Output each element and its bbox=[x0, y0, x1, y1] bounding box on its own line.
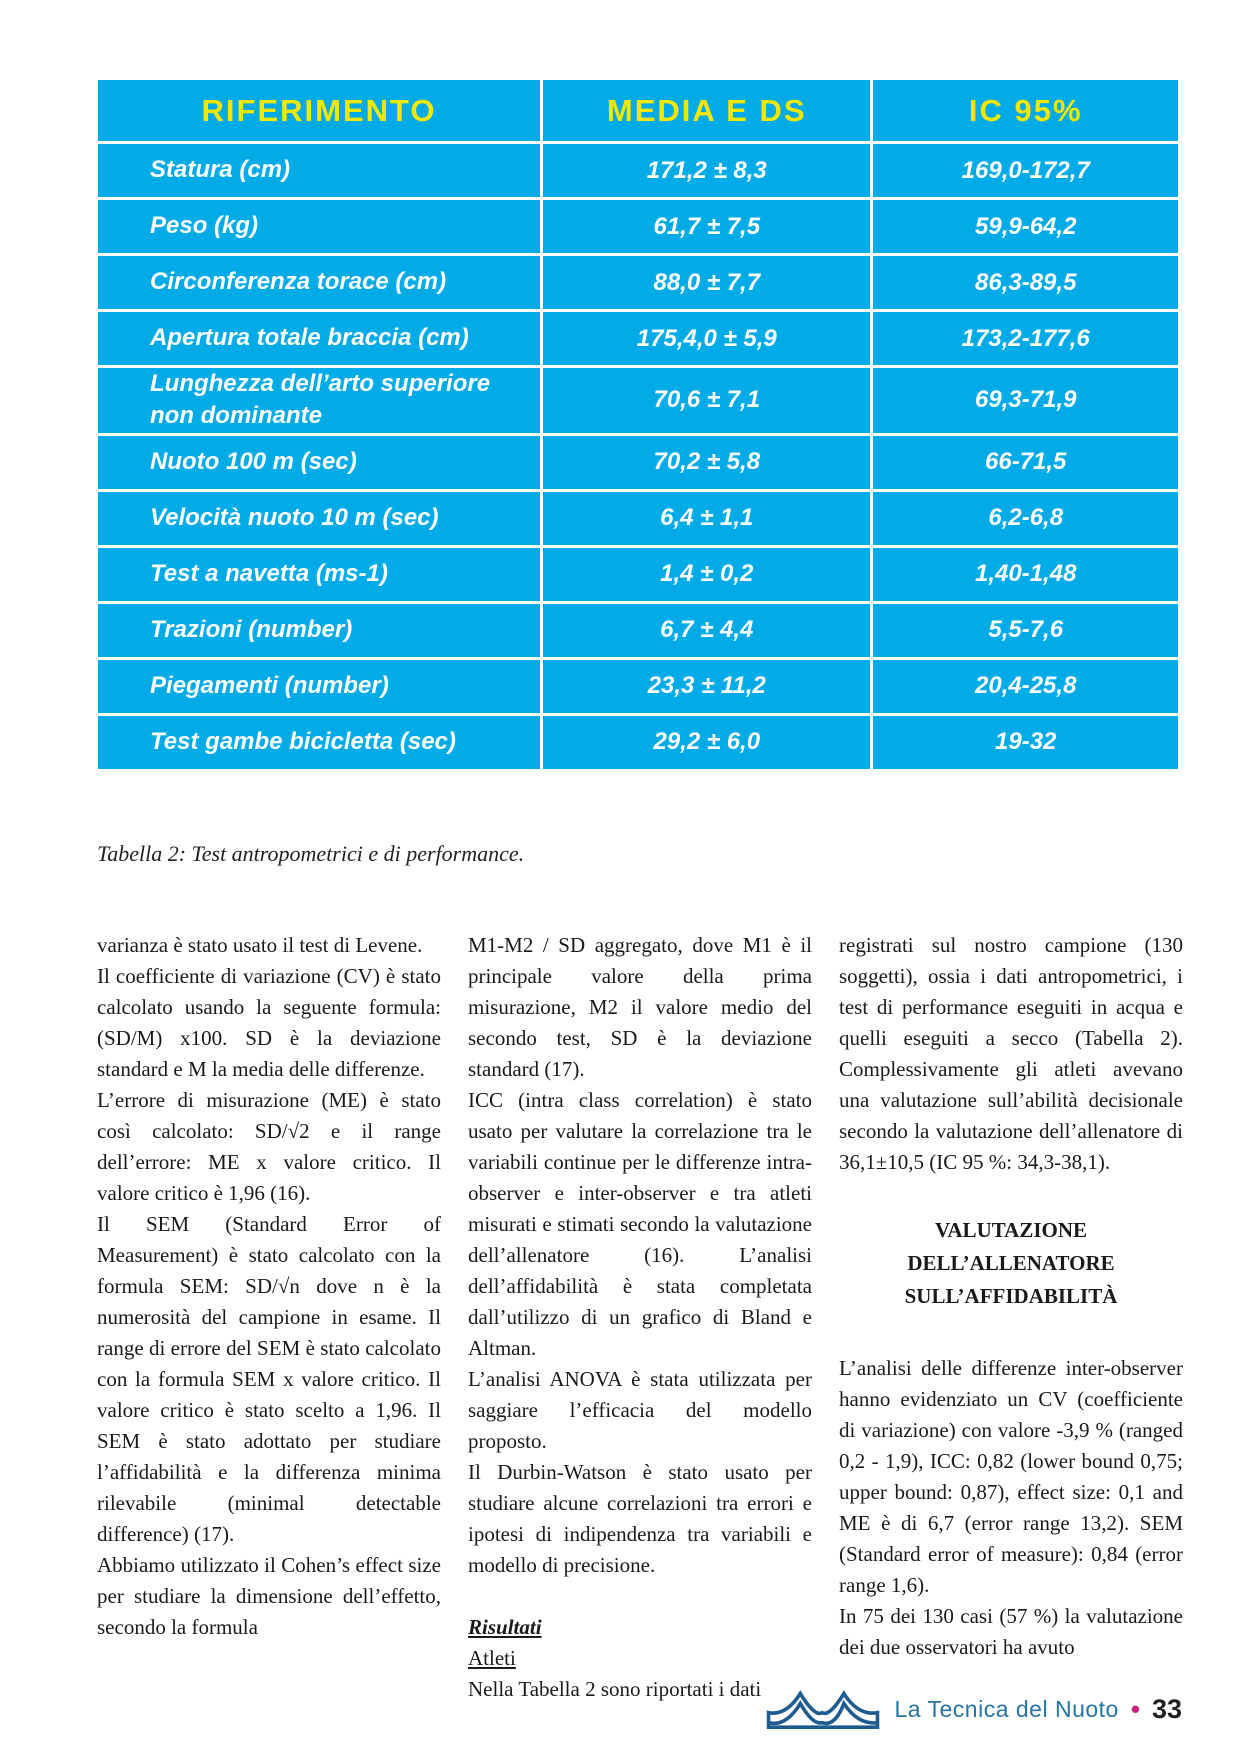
row-label: Statura (cm) bbox=[94, 141, 544, 200]
row-label: Trazioni (number) bbox=[94, 600, 544, 660]
table-row: Test gambe bicicletta (sec) 29,2 ± 6,0 1… bbox=[94, 712, 1181, 772]
column-header-riferimento: RIFERIMENTO bbox=[94, 77, 544, 144]
paragraph: L’analisi delle differenze inter-observe… bbox=[839, 1356, 1183, 1597]
column-header-media-e-ds: MEDIA E DS bbox=[540, 77, 874, 144]
row-media: 175,4,0 ± 5,9 bbox=[540, 309, 874, 368]
row-label: Circonferenza torace (cm) bbox=[94, 253, 544, 312]
paragraph: varianza è stato usato il test di Levene… bbox=[97, 933, 423, 957]
footer-brand-text: La Tecnica del Nuoto bbox=[894, 1695, 1119, 1722]
row-ic: 169,0-172,7 bbox=[870, 141, 1181, 200]
paragraph: Il SEM (Standard Error of Measurement) è… bbox=[97, 1212, 441, 1546]
row-label: Apertura totale braccia (cm) bbox=[94, 309, 544, 368]
paragraph: ICC (intra class correlation) è stato us… bbox=[468, 1088, 812, 1360]
section-heading-valutazione: VALUTAZIONE DELL’ALLENATORE SULL’AFFIDAB… bbox=[904, 1218, 1118, 1308]
table-row: Nuoto 100 m (sec) 70,2 ± 5,8 66-71,5 bbox=[94, 432, 1181, 492]
page-footer: La Tecnica del Nuoto • 33 bbox=[764, 1684, 1182, 1734]
paragraph: registrati sul nostro campione (130 sogg… bbox=[839, 933, 1183, 1174]
wave-logo-icon bbox=[767, 1690, 880, 1729]
subsection-heading-atleti: Atleti bbox=[468, 1646, 516, 1670]
anthropometric-table: RIFERIMENTO MEDIA E DS IC 95% Statura (c… bbox=[94, 77, 1181, 772]
paragraph: Il coefficiente di variazione (CV) è sta… bbox=[97, 964, 441, 1081]
row-media: 88,0 ± 7,7 bbox=[540, 253, 874, 312]
row-ic: 59,9-64,2 bbox=[870, 197, 1181, 256]
table-row: Piegamenti (number) 23,3 ± 11,2 20,4-25,… bbox=[94, 656, 1181, 716]
table-row: Trazioni (number) 6,7 ± 4,4 5,5-7,6 bbox=[94, 600, 1181, 660]
row-media: 1,4 ± 0,2 bbox=[540, 544, 874, 604]
row-ic: 6,2-6,8 bbox=[870, 488, 1181, 548]
row-media: 70,2 ± 5,8 bbox=[540, 432, 874, 492]
row-ic: 19-32 bbox=[870, 712, 1181, 772]
row-label: Velocità nuoto 10 m (sec) bbox=[94, 488, 544, 548]
page-number: 33 bbox=[1151, 1693, 1182, 1724]
table-row: Test a navetta (ms-1) 1,4 ± 0,2 1,40-1,4… bbox=[94, 544, 1181, 604]
table: RIFERIMENTO MEDIA E DS IC 95% Statura (c… bbox=[94, 77, 1181, 772]
row-media: 61,7 ± 7,5 bbox=[540, 197, 874, 256]
section-heading-risultati: Risultati bbox=[468, 1615, 542, 1639]
row-media: 6,4 ± 1,1 bbox=[540, 488, 874, 548]
row-ic: 173,2-177,6 bbox=[870, 309, 1181, 368]
paragraph: Abbiamo utilizzato il Cohen’s effect siz… bbox=[97, 1553, 441, 1639]
table-row: Apertura totale braccia (cm) 175,4,0 ± 5… bbox=[94, 309, 1181, 368]
row-media: 171,2 ± 8,3 bbox=[540, 141, 874, 200]
row-ic: 20,4-25,8 bbox=[870, 656, 1181, 716]
table-caption: Tabella 2: Test antropometrici e di perf… bbox=[97, 841, 525, 866]
row-label: Test gambe bicicletta (sec) bbox=[94, 712, 544, 772]
paragraph: M1-M2 / SD aggregato, dove M1 è il princ… bbox=[468, 933, 812, 1081]
text-column-1: varianza è stato usato il test di Levene… bbox=[97, 930, 441, 1705]
paragraph: Nella Tabella 2 sono riportati i dati bbox=[468, 1677, 762, 1701]
row-ic: 1,40-1,48 bbox=[870, 544, 1181, 604]
row-media: 6,7 ± 4,4 bbox=[540, 600, 874, 660]
footer-bullet: • bbox=[1130, 1694, 1140, 1724]
table-row: Peso (kg) 61,7 ± 7,5 59,9-64,2 bbox=[94, 197, 1181, 256]
row-media: 29,2 ± 6,0 bbox=[540, 712, 874, 772]
row-label: Nuoto 100 m (sec) bbox=[94, 432, 544, 492]
row-media: 70,6 ± 7,1 bbox=[540, 365, 874, 436]
table-row: Lunghezza dell’arto superiore non domina… bbox=[94, 365, 1181, 436]
row-label: Piegamenti (number) bbox=[94, 656, 544, 716]
paragraph: Il Durbin-Watson è stato usato per studi… bbox=[468, 1460, 812, 1577]
table-header-row: RIFERIMENTO MEDIA E DS IC 95% bbox=[94, 77, 1181, 144]
row-ic: 66-71,5 bbox=[870, 432, 1181, 492]
paragraph: In 75 dei 130 casi (57 %) la valutazione… bbox=[839, 1604, 1183, 1659]
text-column-3: registrati sul nostro campione (130 sogg… bbox=[839, 930, 1183, 1705]
table-row: Circonferenza torace (cm) 88,0 ± 7,7 86,… bbox=[94, 253, 1181, 312]
row-label: Lunghezza dell’arto superiore non domina… bbox=[94, 365, 544, 436]
table-row: Velocità nuoto 10 m (sec) 6,4 ± 1,1 6,2-… bbox=[94, 488, 1181, 548]
row-ic: 86,3-89,5 bbox=[870, 253, 1181, 312]
table-row: Statura (cm) 171,2 ± 8,3 169,0-172,7 bbox=[94, 141, 1181, 200]
row-label: Test a navetta (ms-1) bbox=[94, 544, 544, 604]
row-ic: 69,3-71,9 bbox=[870, 365, 1181, 436]
row-media: 23,3 ± 11,2 bbox=[540, 656, 874, 716]
row-ic: 5,5-7,6 bbox=[870, 600, 1181, 660]
article-body: varianza è stato usato il test di Levene… bbox=[97, 930, 1183, 1705]
row-label: Peso (kg) bbox=[94, 197, 544, 256]
paragraph: L’errore di misurazione (ME) è stato cos… bbox=[97, 1088, 441, 1205]
text-column-2: M1-M2 / SD aggregato, dove M1 è il princ… bbox=[468, 930, 812, 1705]
column-header-ic-95: IC 95% bbox=[870, 77, 1181, 144]
paragraph: L’analisi ANOVA è stata utilizzata per s… bbox=[468, 1367, 812, 1453]
